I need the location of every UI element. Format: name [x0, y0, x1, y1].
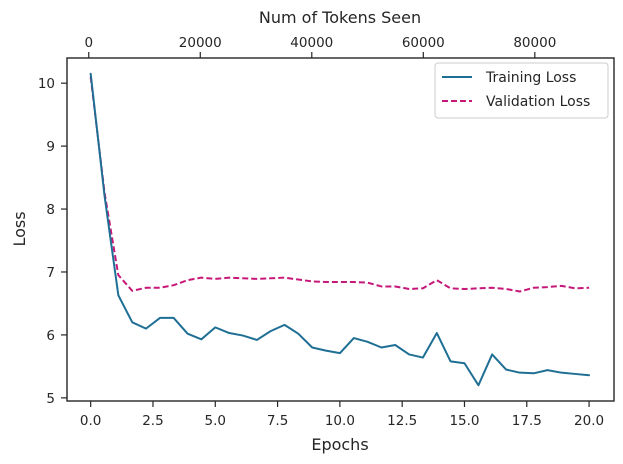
y-tick-label: 5: [46, 391, 55, 407]
y-tick-label: 6: [46, 328, 55, 344]
secondary-x-tick-label: 0: [84, 35, 93, 51]
y-axis-label: Loss: [10, 211, 29, 246]
secondary-x-tick-label: 20000: [179, 35, 222, 51]
x-tick-label: 17.5: [512, 413, 542, 429]
x-tick-label: 15.0: [449, 413, 479, 429]
x-tick-label: 10.0: [325, 413, 355, 429]
secondary-x-tick-label: 40000: [290, 35, 333, 51]
x-tick-label: 0.0: [80, 413, 101, 429]
x-tick-label: 5.0: [205, 413, 226, 429]
legend-label-training-loss: Training Loss: [485, 70, 576, 86]
secondary-x-tick-label: 80000: [513, 35, 556, 51]
secondary-x-tick-label: 60000: [402, 35, 445, 51]
x-tick-label: 2.5: [142, 413, 163, 429]
y-tick-label: 10: [38, 76, 55, 92]
legend-box: [434, 62, 609, 119]
x-tick-label: 12.5: [387, 413, 417, 429]
y-tick-label: 9: [46, 139, 55, 155]
secondary-x-axis-label: Num of Tokens Seen: [259, 8, 421, 27]
legend-label-validation-loss: Validation Loss: [486, 94, 590, 110]
series-line-validation-loss: [89, 76, 590, 293]
series-line-training-loss: [89, 72, 591, 387]
x-axis-label: Epochs: [311, 435, 368, 454]
y-tick-label: 7: [46, 265, 55, 281]
series-layer: [89, 72, 591, 387]
plot-frame: [66, 57, 615, 402]
y-axis: 5 6 7 8 9 10: [38, 76, 67, 407]
secondary-x-axis: 0 20000 40000 60000 80000: [84, 35, 556, 58]
x-tick-label: 20.0: [574, 413, 604, 429]
y-tick-label: 8: [46, 202, 55, 218]
x-tick-label: 7.5: [267, 413, 288, 429]
x-axis: 0.0 2.5 5.0 7.5 10.0 12.5 15.0 17.5 20.0: [80, 401, 604, 429]
legend: Training Loss Validation Loss: [434, 62, 609, 119]
